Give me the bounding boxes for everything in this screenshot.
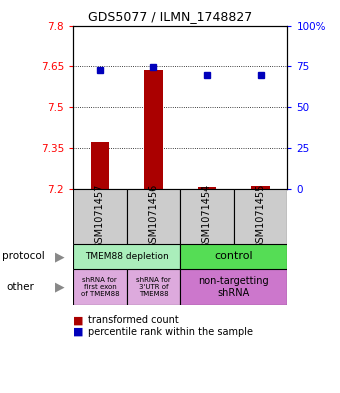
Text: GSM1071455: GSM1071455 <box>256 184 266 249</box>
Bar <box>180 244 287 269</box>
Bar <box>198 187 216 189</box>
Bar <box>180 189 234 244</box>
Text: GSM1071454: GSM1071454 <box>202 184 212 249</box>
Text: percentile rank within the sample: percentile rank within the sample <box>88 327 253 337</box>
Bar <box>73 244 180 269</box>
Text: protocol: protocol <box>2 252 45 261</box>
Text: shRNA for
3'UTR of
TMEM88: shRNA for 3'UTR of TMEM88 <box>136 277 171 297</box>
Bar <box>73 189 126 244</box>
Bar <box>234 189 287 244</box>
Bar <box>126 189 180 244</box>
Bar <box>73 269 126 305</box>
Text: ■: ■ <box>73 327 84 337</box>
Text: transformed count: transformed count <box>88 315 179 325</box>
Text: ▶: ▶ <box>55 280 64 294</box>
Bar <box>251 186 270 189</box>
Text: ▶: ▶ <box>55 250 64 263</box>
Bar <box>90 142 109 189</box>
Bar <box>180 269 287 305</box>
Text: ■: ■ <box>73 315 84 325</box>
Text: GSM1071456: GSM1071456 <box>149 184 158 249</box>
Text: GDS5077 / ILMN_1748827: GDS5077 / ILMN_1748827 <box>88 10 252 23</box>
Text: TMEM88 depletion: TMEM88 depletion <box>85 252 169 261</box>
Bar <box>144 70 163 189</box>
Text: shRNA for
first exon
of TMEM88: shRNA for first exon of TMEM88 <box>81 277 119 297</box>
Text: control: control <box>215 252 253 261</box>
Text: other: other <box>6 282 34 292</box>
Text: GSM1071457: GSM1071457 <box>95 184 105 249</box>
Bar <box>126 269 180 305</box>
Text: non-targetting
shRNA: non-targetting shRNA <box>199 276 269 298</box>
